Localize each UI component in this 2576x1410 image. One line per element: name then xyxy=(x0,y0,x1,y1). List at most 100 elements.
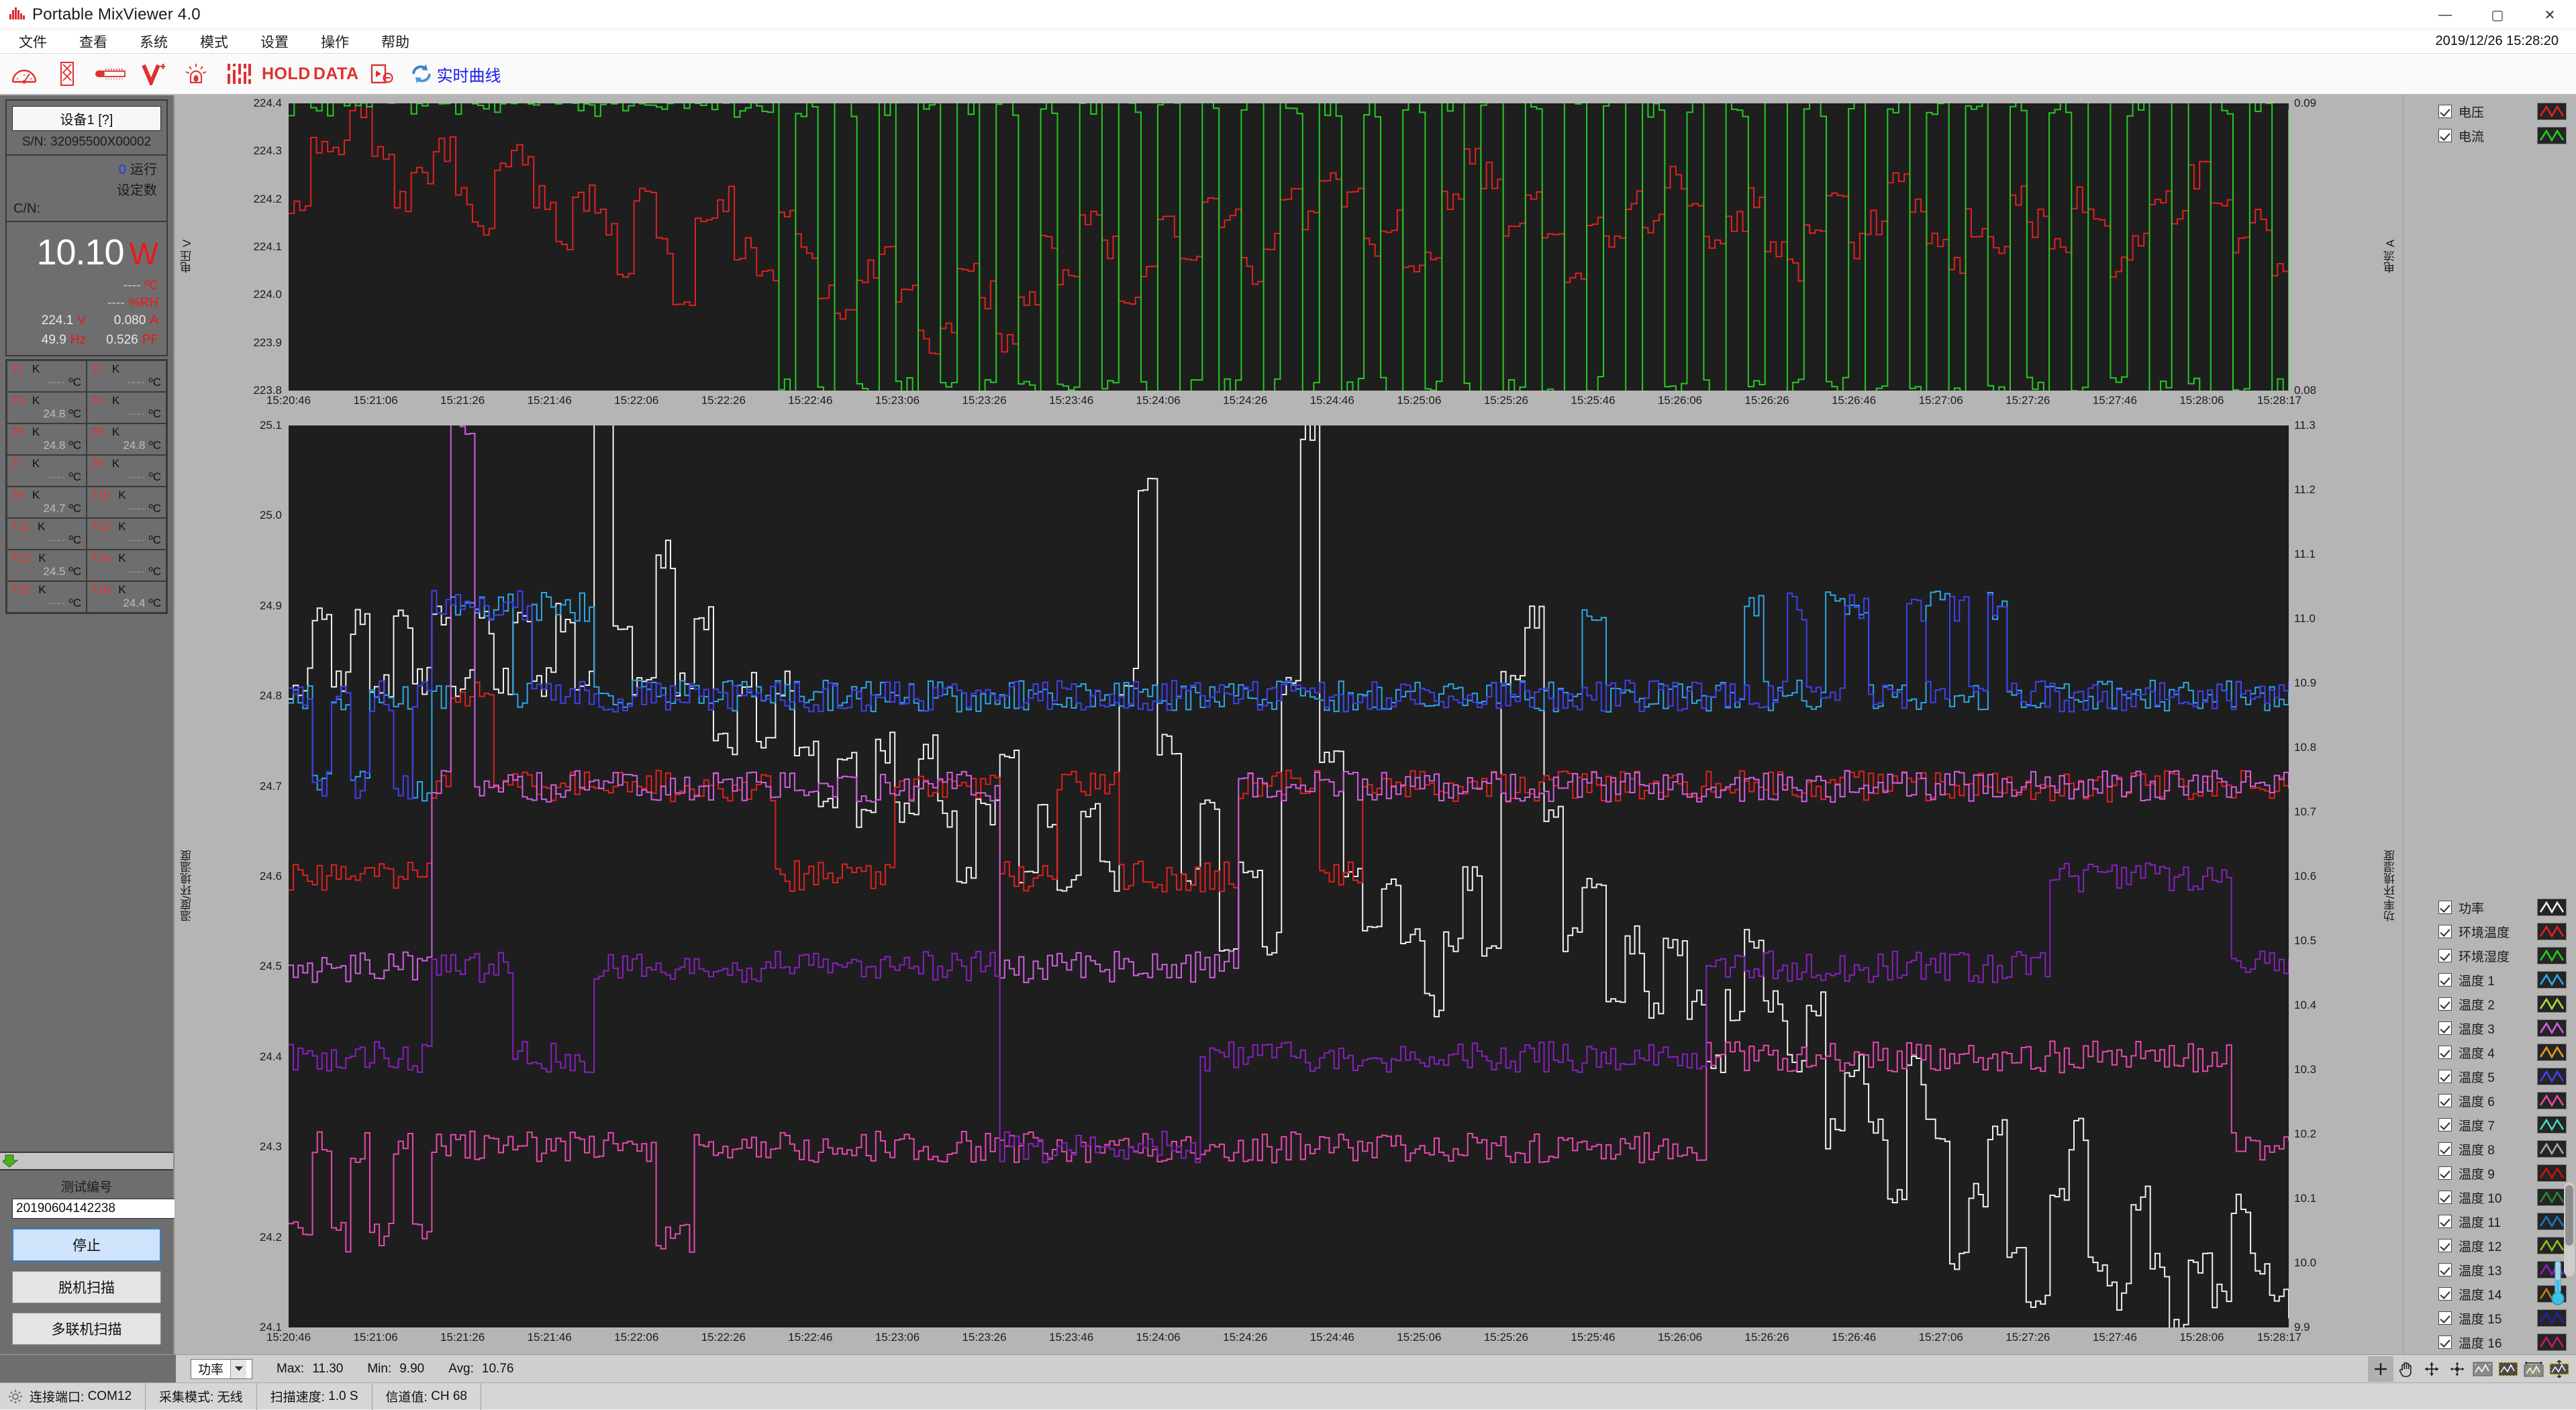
legend-item-bot-12[interactable]: 温度 10 xyxy=(2404,1185,2576,1209)
zoom-xy-icon-button[interactable] xyxy=(2419,1356,2444,1382)
legend-item-bot-18[interactable]: 温度 16 xyxy=(2404,1330,2576,1354)
graph-select-icon-button[interactable] xyxy=(2495,1356,2521,1382)
menu-mode[interactable]: 模式 xyxy=(200,34,228,50)
hourglass-icon-button[interactable] xyxy=(46,54,88,93)
legend-checkbox[interactable] xyxy=(2438,1191,2452,1204)
minimize-button[interactable]: — xyxy=(2438,7,2452,22)
temp-cell-t1[interactable]: T1 K ---- ºC xyxy=(7,360,87,393)
legend-checkbox[interactable] xyxy=(2438,997,2452,1011)
graph-icon-button[interactable] xyxy=(2470,1356,2495,1382)
menu-settings[interactable]: 设置 xyxy=(260,34,289,50)
menu-system[interactable]: 系统 xyxy=(140,34,168,50)
legend-color-swatch[interactable] xyxy=(2537,923,2567,940)
temp-cell-t6[interactable]: T6 K 24.8 ºC xyxy=(87,423,166,456)
legend-checkbox[interactable] xyxy=(2438,1046,2452,1059)
legend-checkbox[interactable] xyxy=(2438,1336,2452,1349)
alarm-icon-button[interactable] xyxy=(175,54,217,93)
legend-item-bot-13[interactable]: 温度 11 xyxy=(2404,1209,2576,1233)
temp-cell-t2[interactable]: T2 K ---- ºC xyxy=(87,360,166,393)
legend-color-swatch[interactable] xyxy=(2537,947,2567,964)
legend-checkbox[interactable] xyxy=(2438,1215,2452,1228)
legend-checkbox[interactable] xyxy=(2438,1311,2452,1325)
legend-item-bot-10[interactable]: 温度 8 xyxy=(2404,1137,2576,1161)
legend-color-swatch[interactable] xyxy=(2537,1164,2567,1182)
legend-color-swatch[interactable] xyxy=(2537,1333,2567,1351)
legend-checkbox[interactable] xyxy=(2438,105,2452,118)
chart-top-plot-area[interactable] xyxy=(289,103,2289,391)
legend-item-bot-14[interactable]: 温度 12 xyxy=(2404,1233,2576,1258)
legend-checkbox[interactable] xyxy=(2438,901,2452,914)
menu-file[interactable]: 文件 xyxy=(19,34,47,50)
legend-checkbox[interactable] xyxy=(2438,925,2452,938)
legend-color-swatch[interactable] xyxy=(2537,1044,2567,1061)
legend-color-swatch[interactable] xyxy=(2537,1213,2567,1230)
voltage-icon-button[interactable] xyxy=(132,54,174,93)
legend-color-swatch[interactable] xyxy=(2537,995,2567,1013)
sliders-icon-button[interactable] xyxy=(218,54,260,93)
temp-cell-t9[interactable]: T9 K 24.7 ºC xyxy=(7,487,87,519)
temperature-power-chart[interactable]: 温度/环境温度 功率/环境湿度 25.1 25.0 24.9 24.8 24.7 24.6… xyxy=(175,417,2403,1354)
legend-color-swatch[interactable] xyxy=(2537,1237,2567,1254)
legend-item-bot-0[interactable]: 功率 xyxy=(2404,895,2576,919)
temp-cell-t5[interactable]: T5 K 24.8 ºC xyxy=(7,423,87,456)
legend-color-swatch[interactable] xyxy=(2537,1309,2567,1327)
legend-item-bot-3[interactable]: 温度 1 xyxy=(2404,968,2576,992)
export-icon-button[interactable] xyxy=(361,54,403,93)
legend-checkbox[interactable] xyxy=(2438,1142,2452,1156)
hold-button[interactable]: HOLD xyxy=(261,54,311,93)
temp-cell-t16[interactable]: T16 K 24.4 ºC xyxy=(87,581,166,613)
legend-checkbox[interactable] xyxy=(2438,1287,2452,1301)
temp-cell-t12[interactable]: T12 K ---- ºC xyxy=(87,518,166,550)
legend-checkbox[interactable] xyxy=(2438,1166,2452,1180)
thermometer-icon-button[interactable] xyxy=(89,54,131,93)
temp-cell-t11[interactable]: T11 K ---- ºC xyxy=(7,518,87,550)
temp-cell-t10[interactable]: T10 K ---- ºC xyxy=(87,487,166,519)
legend-color-swatch[interactable] xyxy=(2537,1116,2567,1134)
legend-item-bot-9[interactable]: 温度 7 xyxy=(2404,1113,2576,1137)
series-select[interactable]: 功率 xyxy=(191,1358,252,1379)
close-button[interactable]: ✕ xyxy=(2544,7,2556,23)
voltage-current-chart[interactable]: 电压 V 电流 A 224.4 224.3 224.2 224.1 224.0 223.9… xyxy=(175,95,2403,417)
legend-item-bot-5[interactable]: 温度 3 xyxy=(2404,1016,2576,1040)
temp-cell-t4[interactable]: T4 K ---- ºC xyxy=(87,392,166,424)
zoom-fit-icon-button[interactable] xyxy=(2444,1356,2470,1382)
legend-scrollbar-thumb[interactable] xyxy=(2565,1185,2573,1246)
legend-color-swatch[interactable] xyxy=(2537,971,2567,989)
offline-scan-button[interactable]: 脱机扫描 xyxy=(12,1271,161,1303)
temp-cell-t13[interactable]: T13 K 24.5 ºC xyxy=(7,550,87,582)
legend-checkbox[interactable] xyxy=(2438,1239,2452,1252)
legend-item-bot-2[interactable]: 环境湿度 xyxy=(2404,944,2576,968)
chart-bottom-plot-area[interactable] xyxy=(289,425,2289,1327)
legend-checkbox[interactable] xyxy=(2438,949,2452,962)
legend-item-top-0[interactable]: 电压 xyxy=(2404,99,2576,123)
multi-scan-button[interactable]: 多联机扫描 xyxy=(12,1313,161,1345)
menu-view[interactable]: 查看 xyxy=(79,34,107,50)
legend-item-bot-11[interactable]: 温度 9 xyxy=(2404,1161,2576,1185)
legend-color-swatch[interactable] xyxy=(2537,1140,2567,1158)
legend-checkbox[interactable] xyxy=(2438,129,2452,142)
legend-color-swatch[interactable] xyxy=(2537,1189,2567,1206)
legend-checkbox[interactable] xyxy=(2438,1094,2452,1107)
realtime-curve-button[interactable]: 实时曲线 xyxy=(404,54,511,93)
legend-item-bot-6[interactable]: 温度 4 xyxy=(2404,1040,2576,1064)
device-title[interactable]: 设备1 [?] xyxy=(12,106,161,131)
legend-item-bot-17[interactable]: 温度 15 xyxy=(2404,1306,2576,1330)
panel-collapse-bar[interactable] xyxy=(0,1152,173,1170)
crosshair-icon-button[interactable] xyxy=(2368,1356,2393,1382)
maximize-button[interactable]: ▢ xyxy=(2491,7,2504,23)
legend-color-swatch[interactable] xyxy=(2537,1068,2567,1085)
legend-item-bot-7[interactable]: 温度 5 xyxy=(2404,1064,2576,1089)
temp-cell-t3[interactable]: T3 K 24.8 ºC xyxy=(7,392,87,424)
legend-color-swatch[interactable] xyxy=(2537,1019,2567,1037)
graph-expand-icon-button[interactable] xyxy=(2546,1356,2572,1382)
menu-operation[interactable]: 操作 xyxy=(321,34,349,50)
legend-color-swatch[interactable] xyxy=(2537,127,2567,144)
pan-icon-button[interactable] xyxy=(2393,1356,2419,1382)
legend-checkbox[interactable] xyxy=(2438,1118,2452,1131)
legend-checkbox[interactable] xyxy=(2438,1021,2452,1035)
legend-color-swatch[interactable] xyxy=(2537,1092,2567,1109)
temp-cell-t8[interactable]: T8 K ---- ºC xyxy=(87,455,166,487)
temp-cell-t14[interactable]: T14 K ---- ºC xyxy=(87,550,166,582)
chevron-down-icon[interactable] xyxy=(230,1359,247,1378)
legend-item-top-1[interactable]: 电流 xyxy=(2404,123,2576,148)
